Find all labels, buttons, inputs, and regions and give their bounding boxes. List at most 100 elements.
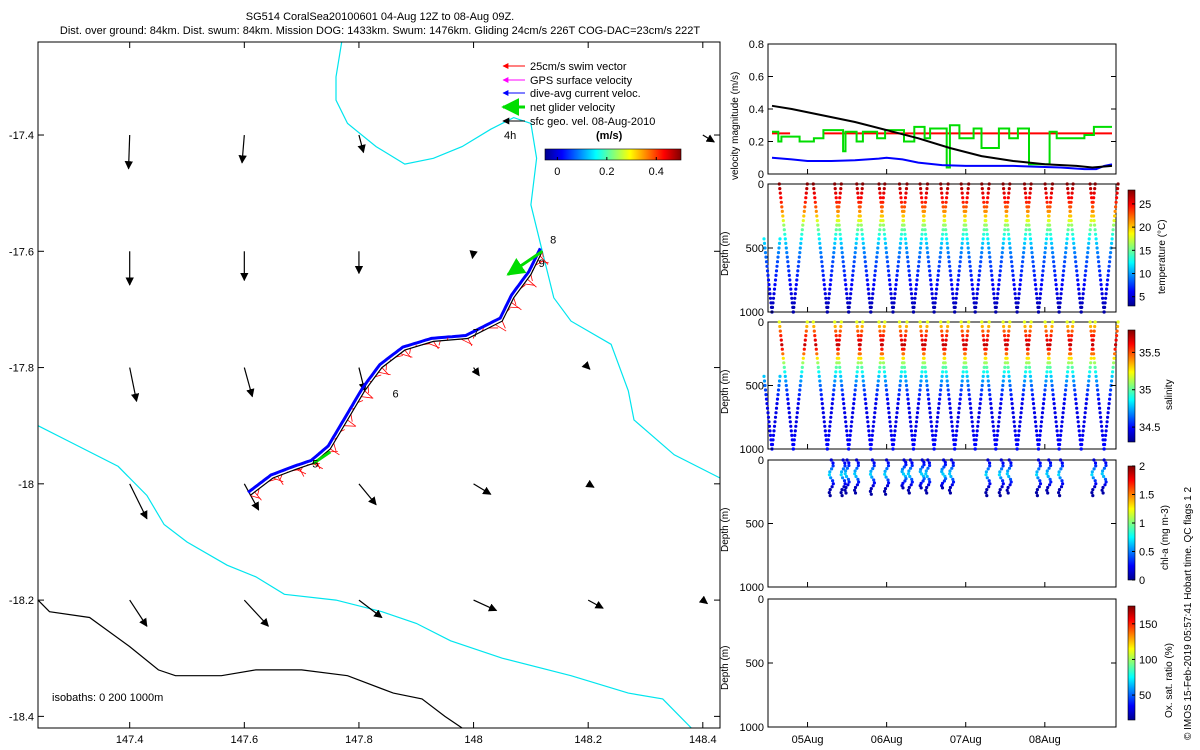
profile-dot	[1098, 273, 1102, 277]
profile-dot	[1038, 429, 1043, 433]
profile-dot	[985, 365, 989, 369]
profile-dot	[962, 343, 966, 347]
profile-dot	[860, 228, 864, 232]
profile-dot	[980, 320, 984, 324]
profile-dot	[1099, 278, 1103, 282]
chla-dot	[1009, 463, 1013, 468]
profile-dot	[882, 370, 887, 374]
chla-dot	[1037, 467, 1041, 471]
profile-dot	[941, 232, 945, 236]
profile-dot	[895, 269, 900, 273]
profile-dot	[1012, 283, 1016, 287]
profile-dot	[893, 287, 898, 291]
profile-dot	[864, 406, 868, 410]
profile-dot	[1104, 296, 1108, 300]
profile-dot	[1096, 255, 1100, 259]
profile-dot	[791, 310, 795, 314]
profile-dot	[776, 251, 781, 255]
profile-dot	[1063, 260, 1067, 264]
profile-dot	[1023, 324, 1027, 329]
chla-dot	[886, 461, 890, 465]
profile-dot	[1050, 383, 1054, 388]
profile-dot	[1004, 347, 1008, 351]
profile-dot	[1075, 273, 1079, 277]
profile-dot	[982, 232, 986, 236]
profile-dot	[827, 433, 831, 437]
profile-dot	[1076, 415, 1080, 419]
chla-dot	[1060, 464, 1065, 468]
profile-dot	[865, 411, 869, 415]
profile-dot	[884, 383, 888, 388]
profile-dot	[951, 429, 955, 433]
profile-dot	[766, 411, 770, 415]
profile-dot	[1026, 356, 1031, 360]
profile-dot	[1089, 187, 1093, 191]
profile-dot	[1058, 438, 1062, 442]
profile-dot	[1028, 196, 1032, 200]
profile-dot	[1070, 365, 1074, 369]
profile-dot	[855, 237, 859, 241]
profile-dot	[1027, 361, 1031, 365]
profile-dot	[765, 402, 769, 406]
chla-dot	[1035, 470, 1039, 474]
profile-dot	[1037, 438, 1042, 442]
profile-dot	[1060, 287, 1064, 291]
profile-dot	[976, 287, 980, 291]
profile-dot	[883, 241, 888, 245]
y-tick-label: 0	[758, 169, 764, 181]
profile-dot	[783, 237, 787, 241]
profile-dot	[867, 292, 871, 296]
profile-dot	[1027, 200, 1031, 204]
profile-dot	[937, 264, 941, 268]
profile-dot	[1024, 365, 1028, 369]
profile-dot	[1028, 374, 1033, 378]
profile-dot	[933, 305, 937, 309]
profile-dot	[962, 209, 966, 213]
swim-vector-arrow	[438, 340, 441, 346]
profile-dot	[844, 287, 848, 291]
profile-dot	[877, 232, 881, 236]
profile-dot	[1065, 374, 1069, 378]
profile-dot	[1102, 310, 1106, 314]
colorbar-tick-label: 5	[1139, 292, 1145, 304]
chla-dot	[918, 470, 922, 474]
profile-dot	[895, 406, 900, 410]
profile-dot	[1025, 209, 1030, 213]
profile-dot	[978, 269, 982, 273]
profile-dot	[1027, 228, 1032, 232]
profile-dot	[1042, 393, 1047, 397]
profile-dot	[1071, 320, 1075, 324]
chla-dot	[883, 472, 887, 476]
profile-dot	[1009, 393, 1013, 397]
profile-dot	[815, 356, 819, 360]
profile-dot	[1068, 343, 1072, 347]
profile-dot	[929, 420, 933, 424]
profile-dot	[989, 264, 993, 268]
profile-dot	[1066, 370, 1070, 374]
profile-dot	[1023, 191, 1028, 195]
chla-dot	[906, 488, 911, 492]
profile-dot	[1065, 237, 1069, 241]
profile-dot	[859, 334, 863, 338]
profile-dot	[924, 232, 928, 236]
profile-dot	[925, 182, 930, 186]
swim-vector-arrow	[272, 477, 284, 483]
profile-dot	[1103, 442, 1107, 447]
glider-track-line	[249, 251, 543, 496]
profile-dot	[1084, 269, 1088, 273]
profile-dot	[986, 237, 990, 241]
velocity-axes-frame	[767, 43, 1117, 175]
profile-dot	[903, 237, 908, 241]
profile-dot	[966, 379, 970, 383]
profile-dot	[950, 287, 954, 291]
profile-dot	[858, 214, 862, 218]
colorbar-tick-label: 34.5	[1139, 422, 1160, 434]
profile-dot	[851, 269, 855, 273]
profile-dot	[939, 324, 943, 329]
profile-dot	[909, 292, 914, 296]
chla-dot	[1001, 461, 1005, 465]
profile-dot	[796, 406, 800, 410]
profile-dot	[1051, 255, 1055, 259]
profile-dot	[936, 411, 940, 415]
profile-dot	[1025, 361, 1029, 365]
